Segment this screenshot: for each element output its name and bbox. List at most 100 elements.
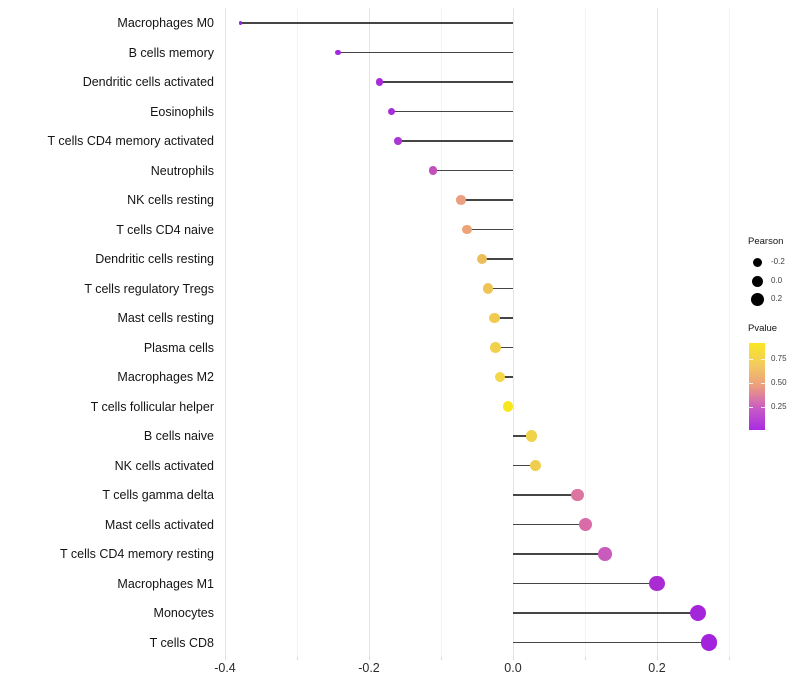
gridline-major: [369, 8, 370, 657]
y-axis-label: Plasma cells: [143, 340, 214, 355]
data-point: [428, 166, 438, 175]
gridline-major: [513, 8, 514, 657]
legend-color-title: Pvalue: [748, 323, 778, 334]
lollipop-stem: [240, 22, 513, 24]
y-axis-label: Macrophages M0: [117, 16, 214, 30]
data-point: [462, 224, 472, 235]
gridline-major: [657, 8, 658, 657]
y-axis-label: Mast cells activated: [104, 517, 214, 532]
lollipop-stem: [513, 582, 657, 585]
lollipop-stem: [379, 81, 513, 83]
lollipop-stem: [513, 494, 578, 496]
colorbar-tick: [761, 407, 765, 409]
y-axis-label: Dendritic cells resting: [95, 252, 214, 266]
data-point: [490, 342, 501, 353]
y-axis-label: Macrophages M2: [117, 370, 214, 384]
data-point: [239, 21, 243, 25]
x-axis-tick: [729, 657, 730, 660]
data-point: [525, 430, 538, 442]
colorbar-tick: [749, 383, 753, 385]
colorbar-tick: [749, 358, 753, 360]
y-axis-label: Neutrophils: [150, 163, 214, 178]
data-point: [700, 634, 718, 651]
lollipop-stem: [500, 376, 513, 378]
y-axis-label: T cells CD4 memory activated: [47, 134, 215, 148]
y-axis-label: B cells memory: [128, 45, 214, 60]
data-point: [375, 78, 383, 86]
data-point: [502, 401, 514, 412]
legend-size-label: 0.2: [771, 294, 783, 303]
data-point: [529, 459, 542, 472]
lollipop-stem: [494, 317, 513, 319]
data-point: [489, 312, 500, 324]
data-point: [393, 137, 402, 145]
x-axis-tick: [657, 657, 658, 660]
legend-size-dot: [751, 275, 763, 287]
y-axis-label: T cells CD8: [149, 635, 214, 650]
legend-size-dot: [750, 292, 764, 306]
colorbar-tick: [749, 407, 753, 409]
data-point: [335, 49, 341, 56]
lollipop-stem: [487, 287, 513, 290]
colorbar-tick-label: 0.75: [771, 353, 787, 363]
legend-size-label: -0.2: [771, 257, 785, 266]
lollipop-stem: [513, 523, 586, 526]
x-axis-tick: [441, 657, 442, 660]
lollipop-stem: [391, 110, 513, 113]
gridline-major: [225, 8, 226, 657]
x-axis-tick-label: 0.2: [648, 661, 666, 675]
gridline-minor: [441, 8, 442, 657]
y-axis-label: NK cells resting: [127, 193, 214, 207]
x-axis-tick: [585, 657, 586, 660]
lollipop-stem: [482, 258, 513, 260]
data-point: [598, 547, 612, 561]
colorbar-tick-label: 0.25: [771, 402, 787, 412]
x-axis-tick: [369, 657, 370, 660]
y-axis-label: Dendritic cells activated: [82, 75, 214, 89]
data-point: [689, 604, 707, 622]
colorbar-tick-label: 0.50: [771, 378, 787, 388]
x-axis-tick: [513, 657, 514, 660]
lollipop-stem: [513, 464, 536, 467]
legend-size-title: Pearson: [748, 236, 784, 247]
y-axis-label: NK cells activated: [114, 458, 214, 473]
x-axis-tick-label: -0.4: [214, 661, 236, 675]
data-point: [494, 371, 506, 383]
y-axis-label: T cells regulatory Tregs: [84, 281, 214, 296]
x-axis-tick-label: -0.2: [358, 661, 380, 675]
y-axis-label: T cells follicular helper: [90, 399, 214, 414]
data-point: [387, 107, 396, 116]
data-point: [456, 195, 466, 205]
y-axis-label: T cells CD4 memory resting: [60, 547, 214, 561]
data-point: [476, 253, 488, 265]
legend-size-label: 0.0: [771, 276, 783, 285]
y-axis-label: Monocytes: [153, 606, 214, 620]
lollipop-stem: [495, 346, 513, 349]
lollipop-stem: [513, 612, 699, 614]
y-axis-label: Eosinophils: [150, 104, 214, 119]
lollipop-stem: [513, 641, 709, 644]
y-axis-label: T cells gamma delta: [102, 488, 214, 502]
gridline-minor: [585, 8, 586, 657]
gridline-minor: [729, 8, 730, 657]
x-axis-tick-label: 0.0: [504, 661, 522, 675]
y-axis-label: B cells naive: [143, 429, 214, 443]
pvalue-colorbar: [749, 343, 765, 430]
data-point: [571, 488, 585, 502]
colorbar-tick: [761, 383, 765, 385]
y-axis-label: Macrophages M1: [117, 576, 214, 591]
legend-size-dot: [752, 257, 762, 267]
gridline-minor: [297, 8, 298, 657]
lollipop-stem: [513, 553, 606, 555]
colorbar-tick: [761, 358, 765, 360]
lollipop-stem: [461, 199, 513, 201]
y-axis-label: Mast cells resting: [117, 311, 214, 325]
data-point: [482, 283, 493, 294]
lollipop-stem: [433, 169, 513, 172]
plot-panel: [222, 8, 745, 657]
data-point: [649, 575, 665, 592]
x-axis-tick: [225, 657, 226, 660]
lollipop-stem: [466, 228, 513, 231]
y-axis-label: T cells CD4 naive: [116, 222, 214, 237]
